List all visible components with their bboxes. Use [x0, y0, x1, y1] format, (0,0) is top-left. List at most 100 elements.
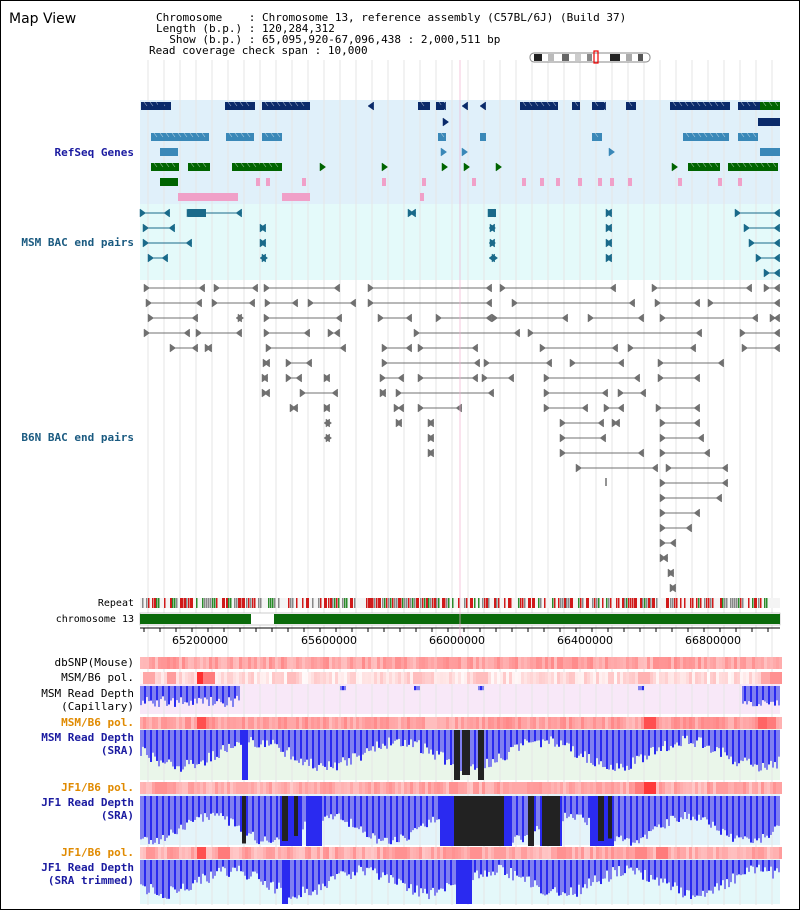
- heat-cell: [635, 672, 638, 684]
- heat-cell: [449, 782, 452, 794]
- chromosome-ideogram[interactable]: [529, 50, 651, 64]
- repeat-element: [486, 598, 489, 608]
- heat-cell: [197, 657, 200, 669]
- heat-cell: [479, 782, 482, 794]
- heat-cell: [422, 672, 425, 684]
- depth-bar: [334, 860, 336, 880]
- depth-bar: [736, 796, 738, 836]
- heat-cell: [593, 657, 596, 669]
- heat-cell: [698, 717, 701, 729]
- depth-bar: [140, 730, 142, 756]
- depth-bar: [512, 796, 514, 843]
- depth-bar: [342, 686, 344, 691]
- heat-cell: [677, 672, 680, 684]
- feature-arrow: [485, 283, 492, 293]
- depth-bar: [700, 860, 702, 896]
- heat-cell: [227, 717, 230, 729]
- msm-b6-pol-sra-label: MSM/B6 pol.: [61, 716, 134, 729]
- depth-bar: [480, 860, 482, 875]
- depth-bar: [522, 860, 524, 877]
- heat-cell: [161, 847, 164, 859]
- feature-arrow: [715, 493, 722, 503]
- feature-arrow: [161, 253, 168, 263]
- depth-bar: [342, 730, 344, 758]
- heat-cell: [602, 657, 605, 669]
- heat-cell: [668, 657, 671, 669]
- depth-bar: [336, 796, 338, 815]
- heat-cell: [299, 847, 302, 859]
- repeat-element: [372, 598, 374, 608]
- depth-bar: [536, 796, 538, 827]
- heat-cell: [374, 782, 377, 794]
- depth-bar: [404, 730, 406, 740]
- depth-bar: [754, 860, 756, 874]
- depth-bar: [160, 730, 162, 761]
- depth-bar: [146, 730, 148, 756]
- depth-bar: [692, 796, 694, 817]
- depth-bar: [394, 730, 396, 741]
- depth-bar: [266, 860, 268, 888]
- feature-arrow: [667, 568, 674, 578]
- depth-bar: [198, 860, 200, 877]
- depth-bar: [710, 730, 712, 753]
- heat-cell: [728, 657, 731, 669]
- depth-bar: [258, 730, 260, 748]
- depth-bar: [210, 860, 212, 872]
- depth-bar: [212, 686, 214, 706]
- page-title: Map View: [9, 11, 76, 27]
- heat-cell: [539, 847, 542, 859]
- depth-bar: [450, 860, 452, 886]
- heat-cell: [458, 847, 461, 859]
- heat-cell: [716, 657, 719, 669]
- heat-cell: [677, 657, 680, 669]
- depth-bar: [706, 860, 708, 893]
- heat-cell: [230, 657, 233, 669]
- heat-cell: [599, 672, 602, 684]
- depth-bar: [184, 730, 186, 767]
- heat-cell: [332, 847, 335, 859]
- depth-bar: [606, 730, 608, 769]
- depth-bar: [188, 686, 190, 706]
- b6n-bac-track[interactable]: [143, 283, 780, 593]
- heat-cell: [533, 782, 536, 794]
- heat-cell: [311, 657, 314, 669]
- gene-exon-mark: [742, 162, 747, 168]
- depth-bar: [344, 860, 346, 873]
- repeat-element: [570, 598, 573, 608]
- depth-bar: [424, 860, 426, 889]
- repeat-element: [558, 598, 560, 608]
- gene-exon-mark: [685, 132, 690, 138]
- depth-bar: [374, 796, 376, 836]
- heat-cell: [203, 717, 206, 729]
- gene-exon-mark: [740, 132, 745, 138]
- heat-cell: [698, 657, 701, 669]
- feature-arrow: [507, 373, 514, 383]
- depth-bar: [680, 860, 682, 888]
- feature-arrow: [169, 343, 177, 353]
- heat-cell: [623, 782, 626, 794]
- heat-cell: [599, 717, 602, 729]
- depth-bar: [708, 796, 710, 825]
- msm-bac-track[interactable]: [139, 208, 780, 278]
- depth-bar: [724, 796, 726, 831]
- depth-bar: [666, 860, 668, 884]
- depth-bar: [200, 730, 202, 762]
- heat-cell: [398, 847, 401, 859]
- heat-cell: [275, 847, 278, 859]
- repeat-element: [624, 598, 626, 608]
- heat-cell: [509, 717, 512, 729]
- dbsnp-label: dbSNP(Mouse): [55, 656, 134, 669]
- depth-bar: [498, 730, 500, 754]
- gene-exon-mark: [264, 101, 269, 107]
- heat-cell: [281, 717, 284, 729]
- gene-exon-mark: [202, 162, 207, 168]
- heat-cell: [140, 717, 143, 729]
- depth-bar: [682, 730, 684, 736]
- depth-bar: [754, 796, 756, 839]
- heat-cell: [653, 782, 656, 794]
- heat-cell: [548, 847, 551, 859]
- heat-cell: [392, 657, 395, 669]
- refseq-gene-track[interactable]: [141, 101, 780, 201]
- depth-bar: [368, 860, 370, 869]
- heat-cell: [407, 657, 410, 669]
